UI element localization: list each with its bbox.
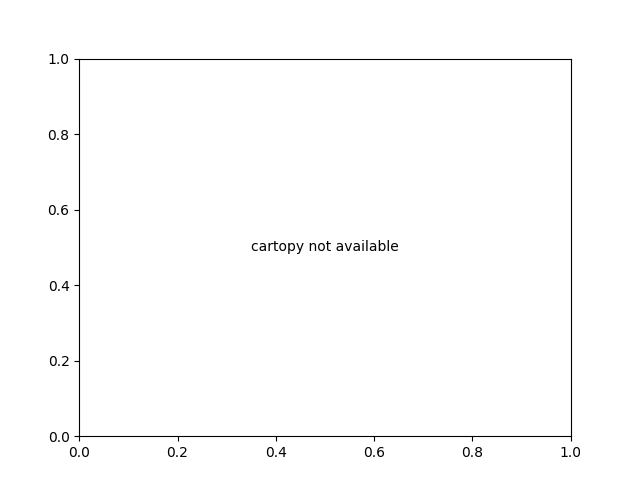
Text: cartopy not available: cartopy not available <box>251 241 399 254</box>
